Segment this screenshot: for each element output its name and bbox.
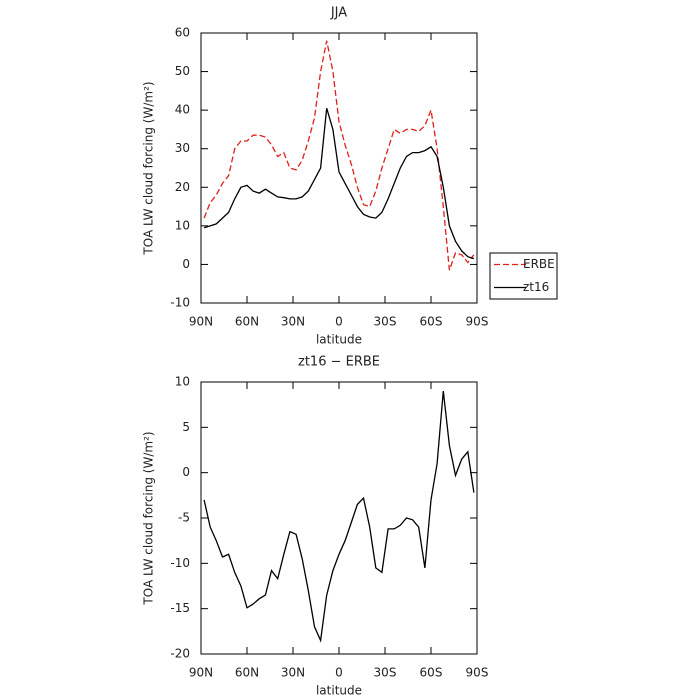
y-tick-label: 50 (175, 64, 190, 78)
x-axis-label: latitude (316, 333, 362, 347)
data-line (203, 391, 475, 643)
y-axis-label: TOA LW cloud forcing (W/m²) (142, 81, 156, 255)
y-tick-label: 5 (182, 420, 190, 434)
y-tick-label: -20 (170, 647, 190, 661)
x-tick-label: 60N (235, 666, 259, 680)
legend-label: zt16 (523, 280, 549, 294)
chart-title: zt16 − ERBE (298, 355, 380, 370)
x-tick-label: 30S (374, 315, 397, 329)
y-tick-label: 20 (175, 180, 190, 194)
y-tick-label: 0 (182, 465, 190, 479)
legend-box (489, 252, 558, 300)
x-tick-label: 60N (235, 315, 259, 329)
x-tick-label: 0 (335, 315, 343, 329)
y-tick-label: 10 (175, 218, 190, 232)
y-tick-label: -5 (178, 511, 190, 525)
data-line (203, 108, 475, 260)
x-tick-label: 30N (281, 666, 305, 680)
x-tick-label: 90N (189, 315, 213, 329)
y-tick-label: 60 (175, 26, 190, 40)
x-tick-label: 30N (281, 315, 305, 329)
y-tick-label: -10 (170, 296, 190, 310)
x-tick-label: 90S (466, 315, 489, 329)
y-axis-label: TOA LW cloud forcing (W/m²) (142, 431, 156, 605)
x-tick-label: 0 (335, 666, 343, 680)
y-tick-label: -10 (170, 556, 190, 570)
y-tick-label: 10 (175, 375, 190, 389)
y-tick-label: 0 (182, 257, 190, 271)
plot-frame (200, 381, 478, 655)
x-axis-label: latitude (316, 684, 362, 698)
data-line (203, 40, 475, 271)
x-tick-label: 90N (189, 666, 213, 680)
legend-label: ERBE (523, 257, 555, 271)
y-tick-label: -15 (170, 601, 190, 615)
x-tick-label: 60S (420, 315, 443, 329)
x-tick-label: 60S (420, 666, 443, 680)
y-tick-label: 40 (175, 103, 190, 117)
chart-title: JJA (330, 6, 347, 21)
y-tick-label: 30 (175, 141, 190, 155)
x-tick-label: 30S (374, 666, 397, 680)
x-tick-label: 90S (466, 666, 489, 680)
